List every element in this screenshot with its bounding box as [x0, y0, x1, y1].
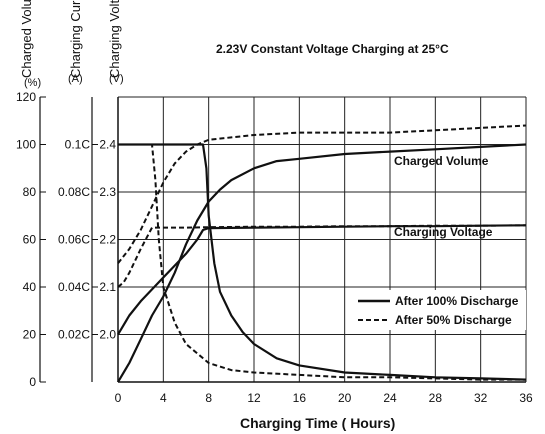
axis-label-charging-voltage: Charging Voltage [107, 0, 122, 78]
y-tick-voltage-2: 2.2 [99, 233, 116, 247]
legend-box [350, 290, 526, 330]
axis-label-charging-current: Charging Current [68, 0, 83, 78]
y-tick-current-0: 0.02C [58, 328, 90, 342]
y-tick-voltage-4: 2.4 [99, 138, 116, 152]
x-tick-28: 28 [429, 391, 443, 405]
x-tick-4: 4 [160, 391, 167, 405]
y-tick-voltage-0: 2.0 [99, 328, 116, 342]
series-charged-volume-dashed [117, 124, 527, 264]
y-tick-current-1: 0.04C [58, 280, 90, 294]
unit-ampere: (A) [68, 73, 83, 85]
grid [118, 96, 527, 382]
axis-label-charged-volume-1: Charged Volume [19, 0, 34, 78]
unit-percent: (%) [24, 77, 41, 89]
x-tick-0: 0 [115, 391, 122, 405]
y-tick-voltage-1: 2.1 [99, 280, 116, 294]
y-tick-labels: 0 20 40 60 80 100 120 0.02C 0.04C 0.06C 0.08C 0.1C 2… [16, 90, 116, 389]
y-tick-current-3: 0.08C [58, 185, 90, 199]
legend: After 100% Discharge After 50% Discharge [350, 290, 526, 330]
x-tick-20: 20 [338, 391, 352, 405]
x-tick-32: 32 [474, 391, 488, 405]
annotation-charged-volume: Charged Volume [394, 154, 489, 168]
x-tick-36: 36 [519, 391, 533, 405]
y-tick-percent-80: 80 [23, 185, 37, 199]
y-tick-percent-60: 60 [23, 233, 37, 247]
chart-title: 2.23V Constant Voltage Charging at 25°C [216, 42, 449, 56]
y-tick-current-2: 0.06C [58, 233, 90, 247]
y-tick-percent-100: 100 [16, 138, 36, 152]
y-tick-percent-120: 120 [16, 90, 36, 104]
series-charging-voltage-solid [117, 224, 527, 336]
x-axis-label: Charging Time ( Hours) [240, 415, 395, 431]
y-tick-percent-40: 40 [23, 280, 37, 294]
legend-label-50: After 50% Discharge [395, 313, 512, 327]
unit-volt: (V) [109, 73, 124, 85]
series-charging-current-solid [118, 143, 527, 381]
x-tick-labels: 0 4 8 12 16 20 24 28 32 36 [115, 391, 533, 405]
y-tick-percent-0: 0 [29, 375, 36, 389]
legend-label-100: After 100% Discharge [395, 294, 519, 308]
y-tick-current-4: 0.1C [65, 138, 91, 152]
y-tick-percent-20: 20 [23, 328, 37, 342]
series-charged-volume-solid [117, 143, 527, 383]
x-tick-8: 8 [205, 391, 212, 405]
series-lines [117, 124, 527, 383]
y-tick-voltage-3: 2.3 [99, 185, 116, 199]
x-tick-24: 24 [383, 391, 397, 405]
x-tick-16: 16 [293, 391, 307, 405]
annotation-charging-voltage: Charging Voltage [394, 225, 493, 239]
x-tick-12: 12 [247, 391, 261, 405]
